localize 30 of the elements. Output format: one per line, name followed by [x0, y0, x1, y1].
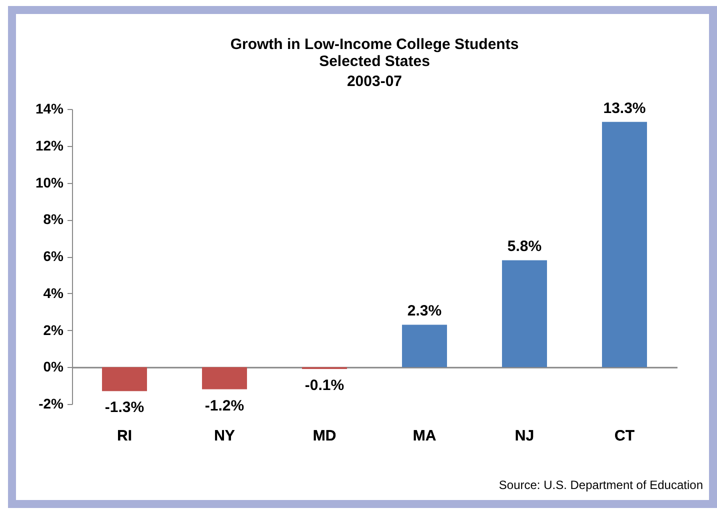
y-tick-label: 2%: [43, 322, 64, 338]
y-tick-label: 8%: [43, 211, 64, 228]
source-note: Source: U.S. Department of Education: [498, 478, 703, 492]
data-label: 5.8%: [507, 238, 542, 256]
data-label: -1.3%: [104, 399, 144, 416]
data-label: 13.3%: [603, 100, 646, 117]
x-tick-label: CT: [614, 428, 634, 444]
data-label: -1.2%: [204, 397, 244, 414]
y-tick-label: 14%: [35, 100, 64, 116]
y-tick-label: -2%: [38, 396, 64, 412]
x-tick-label: MA: [412, 428, 436, 444]
text: Selected States: [319, 52, 430, 70]
x-tick-label: RI: [117, 428, 132, 444]
y-tick-label: 4%: [43, 284, 64, 301]
x-tick-label: MD: [312, 428, 336, 444]
y-tick-label: 0%: [43, 358, 64, 375]
y-tick-label: 12%: [35, 137, 64, 154]
x-tick-label: NJ: [514, 428, 534, 444]
y-tick-label: 6%: [43, 248, 64, 264]
bar: [502, 260, 547, 368]
x-tick-label: NY: [214, 428, 235, 444]
data-label: -0.1%: [304, 376, 344, 394]
data-label: 2.3%: [407, 302, 442, 320]
text: 2003-07: [346, 72, 402, 90]
bar: [102, 367, 147, 392]
bar: [602, 122, 647, 368]
bar: [202, 367, 247, 390]
y-tick-label: 10%: [35, 174, 64, 190]
chart-title: Growth in Low-Income College Students: [230, 36, 519, 53]
bar: [402, 324, 447, 368]
